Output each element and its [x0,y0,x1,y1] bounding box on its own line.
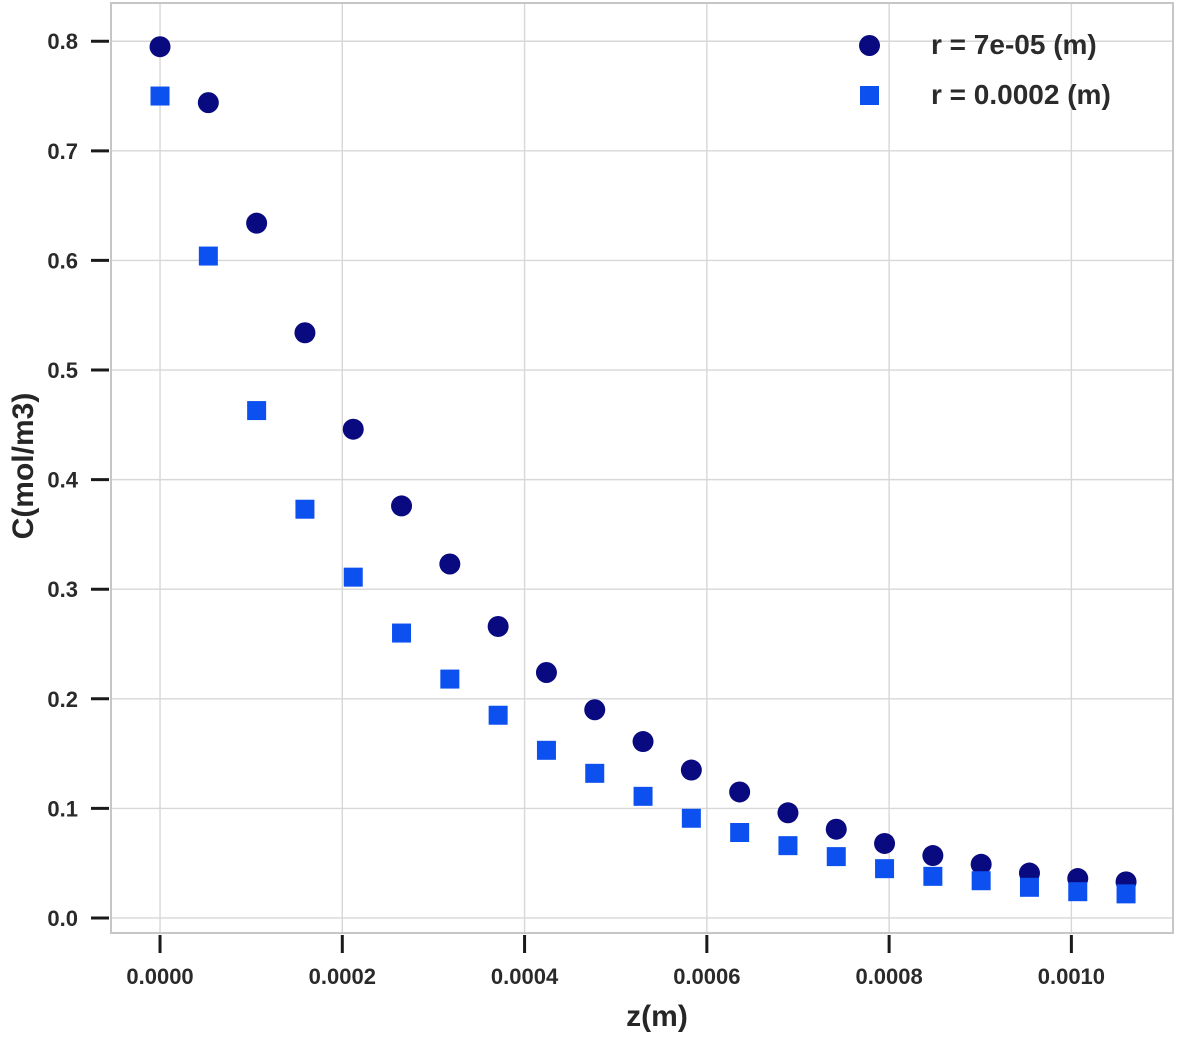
series-points-1 [150,86,1136,904]
svg-text:0.8: 0.8 [47,29,78,54]
gridlines [111,3,1173,933]
svg-text:0.2: 0.2 [47,687,78,712]
legend-item-r-7e-05: r = 7e-05 (m) [843,24,1111,66]
svg-text:0.3: 0.3 [47,577,78,602]
legend-item-r-0-0002: r = 0.0002 (m) [843,74,1111,116]
svg-text:0.5: 0.5 [47,358,78,383]
y-tick-labels: 0.0 0.1 0.2 0.3 0.4 0.5 0.6 0.7 0.8 [47,29,78,931]
legend-marker-box [843,85,895,105]
x-tick-labels: 0.0000 0.0002 0.0004 0.0006 0.0008 0.0010 [126,964,1105,989]
y-axis-title: C(mol/m3) [7,392,40,540]
legend-marker-box [843,34,895,56]
svg-text:0.0000: 0.0000 [126,964,193,989]
svg-text:0.0006: 0.0006 [673,964,740,989]
series-points-0 [149,36,1137,893]
legend: r = 7e-05 (m) r = 0.0002 (m) [843,24,1111,116]
svg-text:0.0004: 0.0004 [491,964,559,989]
axis-ticks [91,39,1073,953]
svg-text:0.0010: 0.0010 [1038,964,1105,989]
circle-marker-icon [858,34,880,56]
plot-frame [110,2,1174,934]
legend-label: r = 7e-05 (m) [931,29,1097,60]
svg-text:0.7: 0.7 [47,139,78,164]
svg-text:0.0: 0.0 [47,906,78,931]
svg-text:0.0008: 0.0008 [855,964,922,989]
x-axis-title: z(m) [626,1000,688,1033]
legend-label: r = 0.0002 (m) [931,79,1111,110]
square-marker-icon [859,85,879,105]
svg-text:0.0002: 0.0002 [309,964,376,989]
svg-text:0.1: 0.1 [47,796,78,821]
svg-text:0.4: 0.4 [47,468,78,493]
svg-text:0.6: 0.6 [47,248,78,273]
